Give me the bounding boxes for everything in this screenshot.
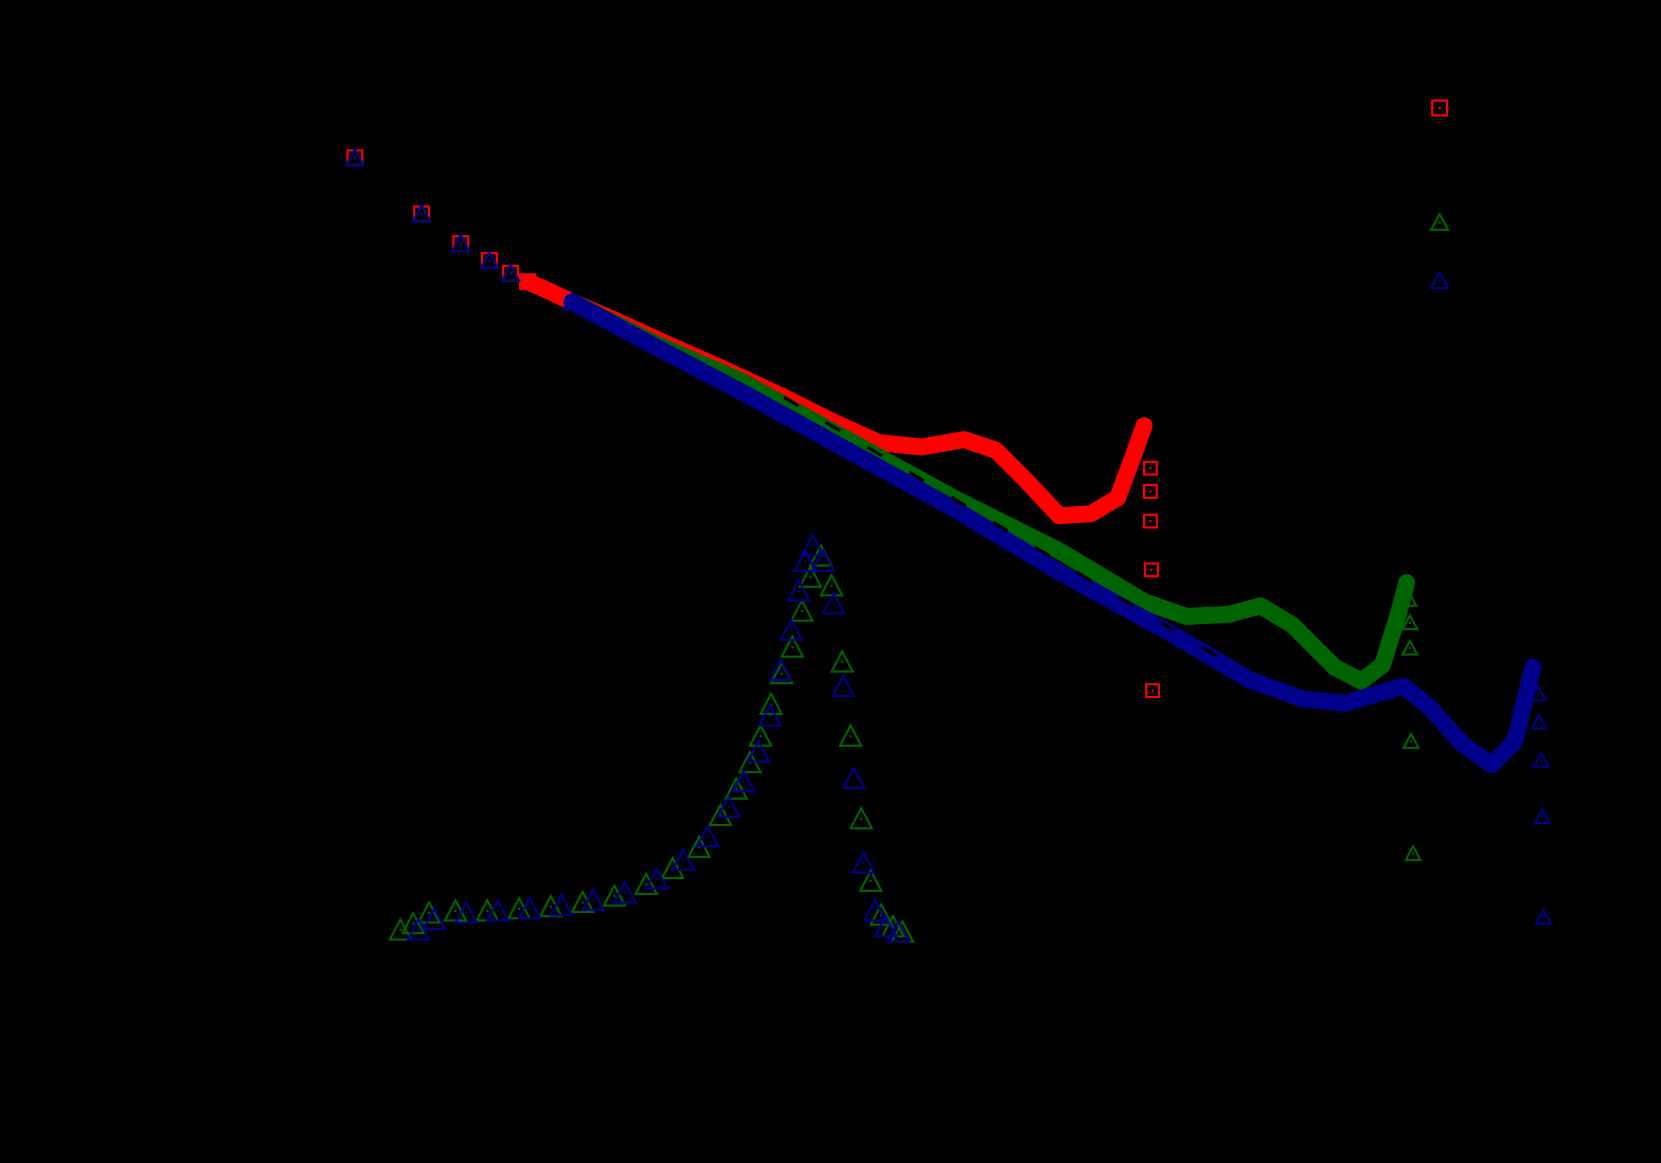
- triangle-marker: [841, 765, 867, 790]
- series-band: [563, 293, 1542, 774]
- triangle-marker: [850, 850, 876, 874]
- triangle-marker: [810, 548, 836, 572]
- triangle-marker: [1400, 613, 1420, 631]
- triangle-marker: [549, 892, 574, 917]
- square-marker: [1145, 683, 1160, 699]
- triangle-marker: [829, 649, 855, 673]
- triangle-marker: [1528, 684, 1548, 702]
- legend-triangle-icon: [1429, 269, 1450, 290]
- triangle-marker: [798, 564, 823, 588]
- distribution-blue-distribution: [406, 532, 911, 943]
- triangle-marker: [1401, 731, 1421, 749]
- legend-square-icon: [1431, 99, 1449, 117]
- triangle-marker: [862, 898, 888, 922]
- triangle-marker: [780, 634, 805, 658]
- triangle-marker: [1400, 638, 1420, 656]
- triangle-marker: [453, 900, 479, 924]
- triangle-marker: [768, 657, 794, 682]
- triangle-marker: [695, 823, 720, 848]
- triangle-marker: [786, 578, 812, 602]
- triangle-marker: [838, 723, 863, 747]
- triangle-marker: [612, 880, 638, 904]
- series-blue-triangles: [344, 147, 1553, 925]
- square-marker: [1142, 460, 1158, 476]
- triangle-marker: [1532, 750, 1551, 768]
- triangle-marker: [450, 232, 472, 253]
- triangle-marker: [670, 847, 696, 871]
- square-marker: [1142, 484, 1158, 499]
- triangle-marker: [723, 776, 749, 800]
- triangle-marker: [757, 703, 783, 727]
- triangle-marker: [479, 249, 500, 270]
- triangle-marker: [485, 898, 511, 922]
- triangle-marker: [789, 598, 815, 622]
- triangle-marker: [517, 895, 543, 920]
- triangle-marker: [858, 868, 884, 892]
- legend-entry: [1431, 99, 1449, 117]
- square-marker: [1144, 562, 1159, 578]
- triangle-marker: [821, 590, 847, 615]
- triangle-marker: [731, 768, 756, 793]
- fit-line-dashed: [783, 395, 1220, 659]
- triangle-marker: [411, 203, 432, 223]
- triangle-marker: [1403, 844, 1423, 862]
- triangle-marker: [885, 919, 911, 943]
- triangle-marker: [873, 913, 898, 938]
- legend-triangle-icon: [1429, 211, 1450, 231]
- triangle-marker: [848, 805, 874, 830]
- axes: [316, 84, 1589, 987]
- triangle-marker: [800, 532, 825, 557]
- triangle-marker: [388, 917, 413, 941]
- triangle-marker: [644, 866, 670, 890]
- triangle-marker: [792, 548, 818, 572]
- triangle-marker: [716, 794, 742, 818]
- triangle-marker: [1399, 589, 1419, 607]
- triangle-marker: [1533, 806, 1552, 825]
- triangle-marker: [344, 147, 366, 167]
- triangle-marker: [580, 887, 606, 911]
- triangle-marker: [778, 617, 804, 641]
- triangle-marker: [500, 262, 521, 282]
- square-marker: [1142, 513, 1158, 529]
- legend-entry: [1429, 211, 1450, 231]
- legend: [1418, 99, 1461, 290]
- triangle-marker: [421, 906, 447, 930]
- triangle-marker: [602, 883, 627, 907]
- triangle-marker: [830, 673, 856, 697]
- triangle-marker: [1534, 907, 1553, 925]
- triangle-marker: [746, 739, 771, 763]
- series-layer: [344, 147, 1553, 943]
- triangle-marker: [416, 900, 442, 924]
- triangle-marker: [758, 691, 784, 715]
- triangle-marker: [1529, 712, 1549, 730]
- triangle-marker: [633, 871, 659, 896]
- legend-entry: [1429, 269, 1450, 290]
